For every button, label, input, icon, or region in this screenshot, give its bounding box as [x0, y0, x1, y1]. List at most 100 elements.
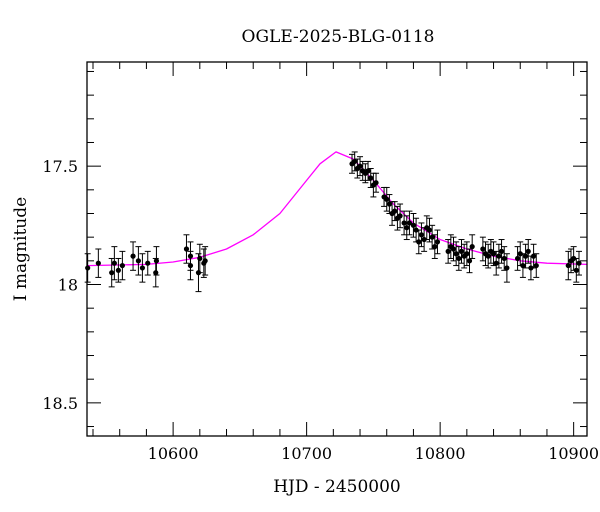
point-marker	[197, 255, 203, 262]
point-marker	[498, 248, 505, 254]
point-marker	[458, 248, 465, 254]
data-point	[525, 239, 532, 264]
data-point	[406, 210, 413, 236]
data-point	[354, 158, 361, 179]
point-marker	[565, 262, 571, 269]
point-marker	[464, 251, 470, 257]
point-marker	[135, 258, 142, 264]
point-marker	[365, 168, 371, 174]
data-point	[565, 250, 572, 281]
data-point	[373, 172, 380, 193]
data-point	[410, 212, 417, 238]
data-point	[479, 236, 486, 262]
point-marker	[357, 163, 363, 169]
y-tick-label: 18	[58, 276, 78, 295]
data-point	[458, 239, 465, 264]
x-tick-label: 10700	[281, 444, 332, 463]
y-axis-label: I magnitude	[11, 197, 31, 301]
data-point	[495, 243, 502, 269]
point-marker	[111, 260, 117, 266]
tick-labels: 10600 10700 10800 10900 17.5 18 18.5	[42, 157, 599, 463]
chart-title: OGLE-2025-BLG-0118	[242, 27, 435, 47]
data-point	[111, 246, 118, 281]
point-marker	[202, 258, 208, 264]
point-marker	[453, 251, 459, 257]
x-tick-label: 10600	[148, 444, 199, 463]
point-marker	[139, 265, 146, 271]
data-point	[386, 194, 393, 214]
data-point	[144, 250, 151, 276]
data-point	[139, 253, 146, 283]
point-marker	[373, 180, 379, 186]
data-point	[187, 250, 194, 281]
data-point	[431, 234, 438, 259]
data-point	[463, 241, 470, 267]
data-point	[135, 246, 142, 276]
data-point	[183, 234, 190, 264]
data-point	[522, 243, 529, 269]
data-point	[573, 257, 580, 283]
data-point	[450, 236, 457, 262]
data-point	[383, 186, 390, 212]
point-marker	[496, 253, 502, 259]
point-marker	[386, 201, 393, 207]
data-point	[498, 239, 505, 264]
data-point	[130, 241, 137, 271]
point-marker	[384, 196, 390, 202]
point-marker	[183, 246, 190, 252]
point-marker	[95, 260, 101, 266]
data-point	[455, 246, 462, 271]
point-marker	[404, 225, 410, 231]
data-point	[84, 253, 91, 283]
point-marker	[504, 265, 510, 271]
point-marker	[490, 251, 497, 257]
model-curve	[86, 151, 588, 267]
data-point	[461, 243, 468, 269]
point-marker	[109, 270, 115, 276]
point-marker	[466, 258, 473, 264]
data-point	[485, 243, 492, 269]
x-tick-label: 10900	[548, 444, 599, 463]
data-point	[119, 250, 126, 281]
point-marker	[426, 227, 433, 233]
y-tick-label: 18.5	[42, 394, 78, 413]
point-marker	[153, 258, 160, 264]
point-marker	[401, 220, 407, 226]
point-marker	[352, 158, 358, 165]
point-marker	[480, 246, 486, 252]
point-marker	[85, 265, 91, 271]
data-point	[533, 253, 540, 278]
point-marker	[418, 232, 425, 238]
data-point	[415, 229, 422, 255]
model-curve-layer	[86, 151, 588, 267]
data-point	[469, 234, 476, 259]
point-marker	[368, 175, 374, 181]
data-point	[445, 239, 452, 264]
point-marker	[445, 248, 451, 254]
point-marker	[115, 267, 121, 273]
data-point	[403, 215, 410, 241]
data-points-layer	[84, 151, 582, 293]
data-point	[153, 246, 160, 276]
point-marker	[573, 267, 579, 273]
point-marker	[493, 260, 499, 266]
point-marker	[406, 220, 413, 226]
point-marker	[456, 255, 462, 262]
point-marker	[485, 253, 491, 259]
data-point	[503, 253, 510, 283]
point-marker	[520, 262, 526, 269]
data-point	[202, 246, 209, 276]
data-point	[418, 222, 425, 248]
data-point	[95, 248, 102, 278]
data-point	[453, 241, 460, 267]
data-point	[514, 246, 521, 271]
y-tick-label: 17.5	[42, 157, 78, 176]
point-marker	[397, 213, 403, 219]
point-marker	[153, 270, 159, 276]
axis-ticks	[87, 62, 587, 436]
point-marker	[514, 255, 521, 262]
point-marker	[533, 262, 539, 269]
data-point	[493, 250, 500, 276]
point-marker	[119, 262, 125, 269]
